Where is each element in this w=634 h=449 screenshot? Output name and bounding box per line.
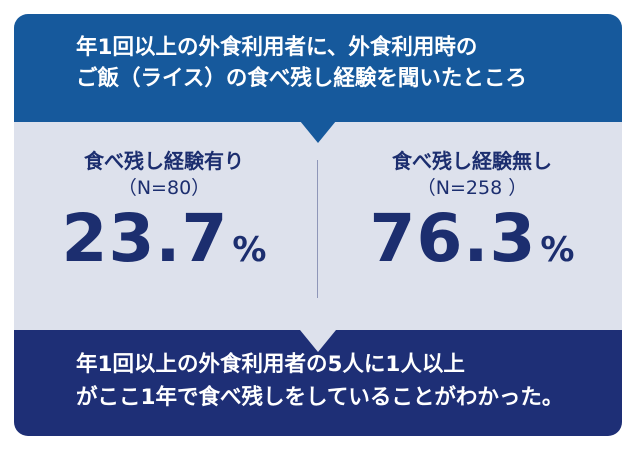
stat-label: 食べ残し経験無し <box>392 149 552 173</box>
survey-question: 年1回以上の外食利用者に、外食利用時の ご飯（ライス）の食べ残し経験を聞いたとこ… <box>76 32 596 94</box>
question-band <box>14 14 622 122</box>
stat-leftover-yes: 食べ残し経験有り （N=80） 23.7% <box>14 148 314 292</box>
conclusion-line-1: 年1回以上の外食利用者の5人に1人以上 <box>76 352 465 377</box>
stat-value: 23.7% <box>14 203 314 292</box>
question-line-2: ご飯（ライス）の食べ残し経験を聞いたところ <box>76 66 527 91</box>
survey-conclusion: 年1回以上の外食利用者の5人に1人以上 がここ1年で食べ残しをしていることがわか… <box>76 348 616 414</box>
conclusion-line-2: がここ1年で食べ残しをしていることがわかった。 <box>76 385 564 410</box>
stat-percent-sign: % <box>232 230 267 270</box>
stat-number: 76.3 <box>369 200 537 277</box>
survey-card: 年1回以上の外食利用者に、外食利用時の ご飯（ライス）の食べ残し経験を聞いたとこ… <box>14 14 622 436</box>
conclusion-pointer-arrow <box>300 330 336 352</box>
question-line-1: 年1回以上の外食利用者に、外食利用時の <box>76 35 478 60</box>
stat-percent-sign: % <box>540 230 575 270</box>
stat-leftover-no: 食べ残し経験無し （N=258 ） 76.3% <box>322 148 622 292</box>
stat-divider <box>317 160 318 298</box>
stat-number: 23.7 <box>61 200 229 277</box>
stat-value: 76.3% <box>322 203 622 292</box>
question-pointer-arrow <box>300 121 336 143</box>
stat-label: 食べ残し経験有り <box>84 149 244 173</box>
stat-sample-size: （N=258 ） <box>416 177 528 199</box>
stat-sample-size: （N=80） <box>117 177 211 199</box>
